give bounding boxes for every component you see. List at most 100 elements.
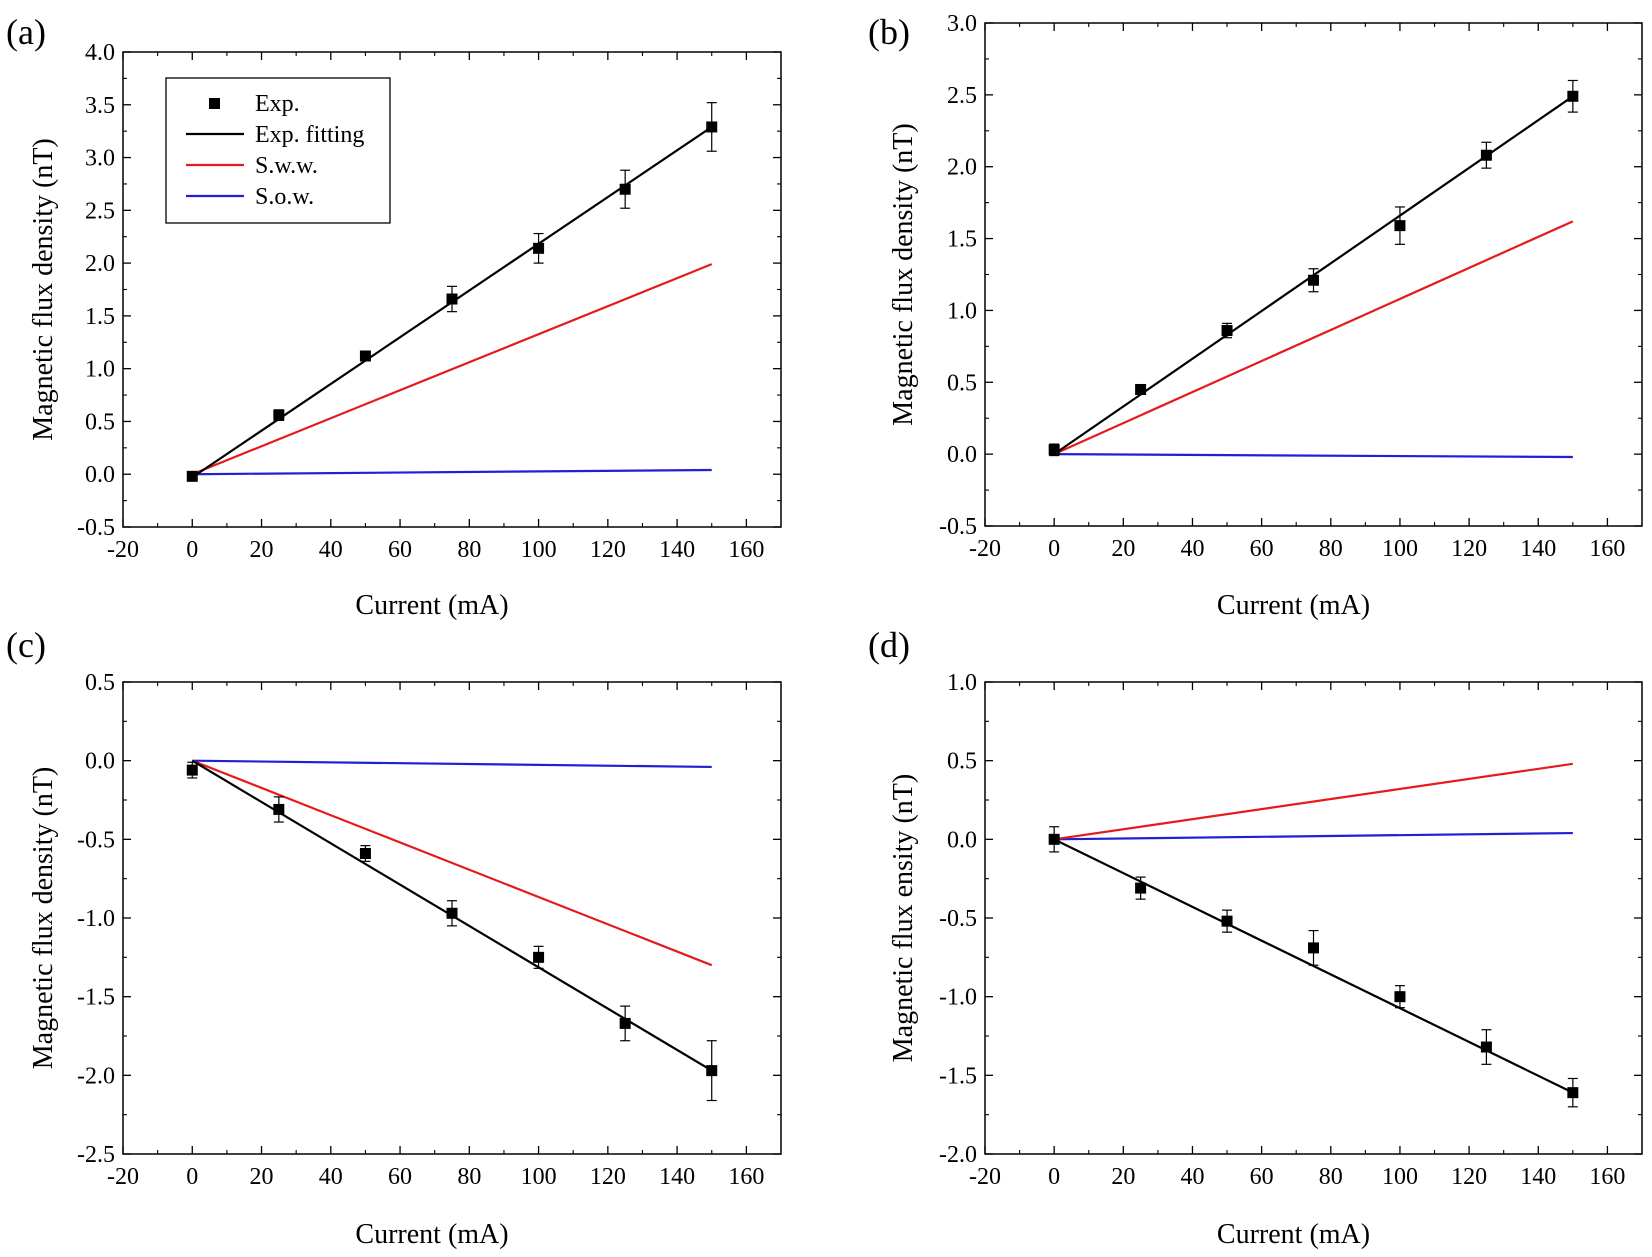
x-tick-label: -20	[969, 536, 1001, 562]
x-tick-label: 160	[728, 1164, 764, 1190]
y-axis-title: Magnetic flux density (nT)	[28, 767, 59, 1069]
exp-point	[1394, 991, 1406, 1003]
y-tick-label: -0.5	[77, 827, 115, 853]
x-tick-label: 20	[250, 1164, 274, 1190]
x-tick-label: 40	[1180, 536, 1204, 562]
exp-point	[1135, 882, 1147, 894]
x-tick-label: 80	[457, 1164, 481, 1190]
x-tick-label: 0	[1048, 1164, 1060, 1190]
chart-panel: (b) -20 0 20 40 60 80 100 120 140 160 -0.5 0.0 0.5 1.0…	[868, 11, 1643, 621]
x-tick-label: 100	[521, 537, 557, 563]
y-axis-title: Magnetic flux density (nT)	[28, 138, 59, 440]
exp-point	[1221, 325, 1233, 337]
sww-line	[191, 759, 713, 967]
x-tick-label: 140	[1520, 536, 1556, 562]
y-tick-label: 0.5	[947, 749, 977, 775]
x-tick-label: 160	[728, 537, 764, 563]
exp-point	[359, 350, 371, 362]
y-tick-label: 1.0	[85, 357, 115, 383]
y-tick-label: 0.0	[947, 442, 977, 468]
exp-point	[186, 764, 198, 776]
fit-line	[1053, 838, 1574, 1094]
x-axis-title: Current (mA)	[355, 590, 508, 621]
x-tick-label: -20	[107, 537, 139, 563]
exp-point	[359, 847, 371, 859]
x-tick-label: 20	[1111, 1164, 1135, 1190]
exp-point	[533, 242, 545, 254]
y-tick-label: 0.5	[85, 670, 115, 696]
x-tick-label: 20	[1111, 536, 1135, 562]
x-tick-label: 120	[1451, 1164, 1487, 1190]
y-tick-label: -2.5	[77, 1142, 115, 1168]
x-axis-title: Current (mA)	[1217, 590, 1370, 621]
y-tick-label: 1.0	[947, 298, 977, 324]
exp-point	[706, 121, 718, 133]
exp-point	[1048, 833, 1060, 845]
x-tick-label: 160	[1589, 536, 1625, 562]
x-tick-label: -20	[969, 1164, 1001, 1190]
x-tick-label: 40	[319, 1164, 343, 1190]
y-tick-label: -2.0	[77, 1063, 115, 1089]
y-tick-label: 3.0	[85, 146, 115, 172]
sow-line	[192, 468, 712, 476]
x-tick-label: 120	[590, 1164, 626, 1190]
panel-label: (b)	[868, 12, 910, 52]
y-tick-label: 0.0	[947, 827, 977, 853]
x-axis-title: Current (mA)	[1217, 1219, 1370, 1250]
y-axis-title: Magnetic flux density (nT)	[888, 123, 919, 425]
y-tick-label: -1.0	[77, 906, 115, 932]
x-tick-label: 0	[186, 537, 198, 563]
x-tick-label: 100	[521, 1164, 557, 1190]
chart-panel: (d) -20 0 20 40 60 80 100 120 140 160 -2.0 -1.5 -1.0 -…	[868, 625, 1643, 1250]
y-tick-label: -2.0	[939, 1142, 977, 1168]
y-tick-label: -1.5	[939, 1063, 977, 1089]
y-tick-label: -0.5	[77, 515, 115, 541]
exp-point	[619, 1017, 631, 1029]
x-tick-label: 80	[1319, 536, 1343, 562]
y-tick-label: 0.5	[947, 370, 977, 396]
x-tick-label: 120	[1451, 536, 1487, 562]
y-tick-label: 0.0	[85, 462, 115, 488]
exp-point	[186, 470, 198, 482]
y-tick-label: 1.5	[947, 227, 977, 253]
plot-frame	[984, 681, 1643, 1155]
panel-label: (a)	[6, 12, 46, 52]
x-tick-label: 60	[388, 537, 412, 563]
x-tick-label: 60	[388, 1164, 412, 1190]
y-tick-label: 2.5	[947, 83, 977, 109]
legend-label: S.o.w.	[255, 184, 314, 210]
y-tick-label: 4.0	[85, 40, 115, 66]
y-tick-label: 2.0	[85, 251, 115, 277]
legend-label: Exp. fitting	[255, 122, 364, 148]
legend-marker-exp	[209, 98, 220, 109]
legend-label: S.w.w.	[255, 153, 318, 179]
sww-line	[191, 263, 713, 476]
exp-point	[446, 907, 458, 919]
x-tick-label: 60	[1250, 536, 1274, 562]
y-tick-label: 0.0	[85, 749, 115, 775]
exp-point	[1308, 942, 1319, 954]
y-tick-label: -0.5	[939, 514, 977, 540]
y-tick-label: 1.5	[85, 304, 115, 330]
legend-label: Exp.	[255, 91, 300, 117]
x-tick-label: 140	[1520, 1164, 1556, 1190]
x-tick-label: 0	[1048, 536, 1060, 562]
sow-line	[1054, 453, 1573, 459]
y-tick-label: 2.5	[85, 198, 115, 224]
y-axis-title: Magnetic flux ensity (nT)	[888, 774, 919, 1062]
y-tick-label: 0.5	[85, 409, 115, 435]
exp-point	[446, 293, 458, 305]
x-axis-title: Current (mA)	[355, 1219, 508, 1250]
exp-point	[1135, 383, 1147, 395]
legend-box	[165, 77, 391, 224]
y-tick-label: 2.0	[947, 155, 977, 181]
y-tick-label: -1.0	[939, 985, 977, 1011]
x-tick-label: 0	[186, 1164, 198, 1190]
x-tick-label: 160	[1589, 1164, 1625, 1190]
chart-panel: (c) -20 0 20 40 60 80 100 120 140 160 -2.5 -2.0 -1.5 -…	[6, 625, 782, 1250]
x-tick-label: 120	[590, 537, 626, 563]
y-tick-label: 3.0	[947, 11, 977, 37]
x-tick-label: -20	[107, 1164, 139, 1190]
y-tick-label: -0.5	[939, 906, 977, 932]
